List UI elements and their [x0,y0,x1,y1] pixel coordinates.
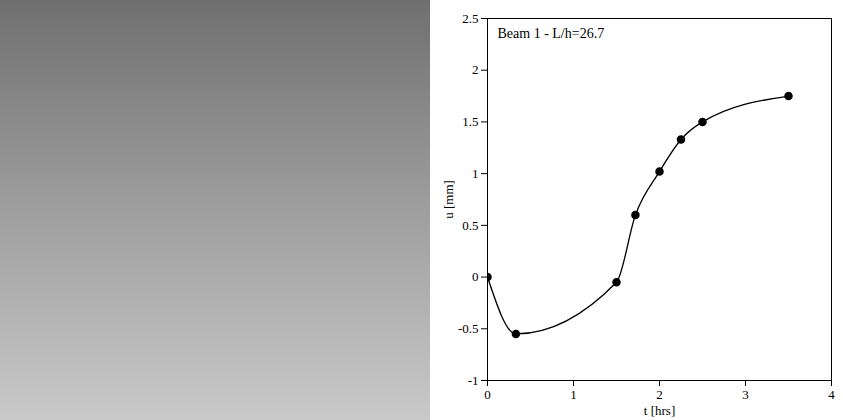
svg-text:t [hrs]: t [hrs] [644,403,675,418]
svg-text:0.5: 0.5 [462,218,478,233]
svg-text:u [mm]: u [mm] [441,180,456,219]
svg-text:4: 4 [828,387,835,402]
svg-text:Beam 1 - L/h=26.7: Beam 1 - L/h=26.7 [498,26,605,41]
svg-text:3: 3 [742,387,749,402]
svg-text:-1: -1 [468,373,479,388]
svg-text:0: 0 [472,269,479,284]
svg-text:1: 1 [472,166,479,181]
svg-text:-0.5: -0.5 [458,321,479,336]
svg-text:2.5: 2.5 [462,11,478,26]
svg-text:2: 2 [656,387,663,402]
svg-text:1: 1 [570,387,577,402]
svg-text:1.5: 1.5 [462,114,478,129]
svg-text:0: 0 [484,387,491,402]
svg-text:2: 2 [472,62,479,77]
